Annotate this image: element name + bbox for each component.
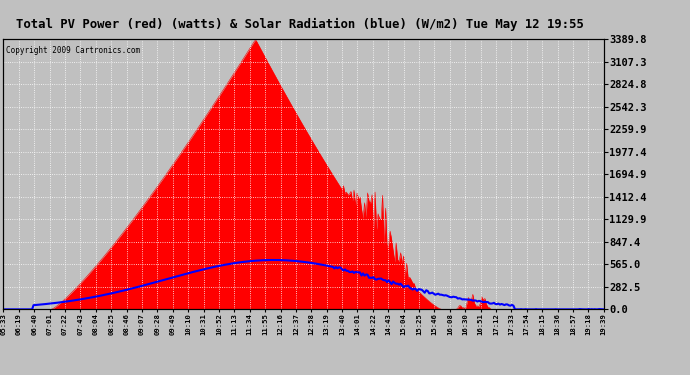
Text: Copyright 2009 Cartronics.com: Copyright 2009 Cartronics.com	[6, 46, 141, 55]
Text: Total PV Power (red) (watts) & Solar Radiation (blue) (W/m2) Tue May 12 19:55: Total PV Power (red) (watts) & Solar Rad…	[16, 18, 584, 31]
